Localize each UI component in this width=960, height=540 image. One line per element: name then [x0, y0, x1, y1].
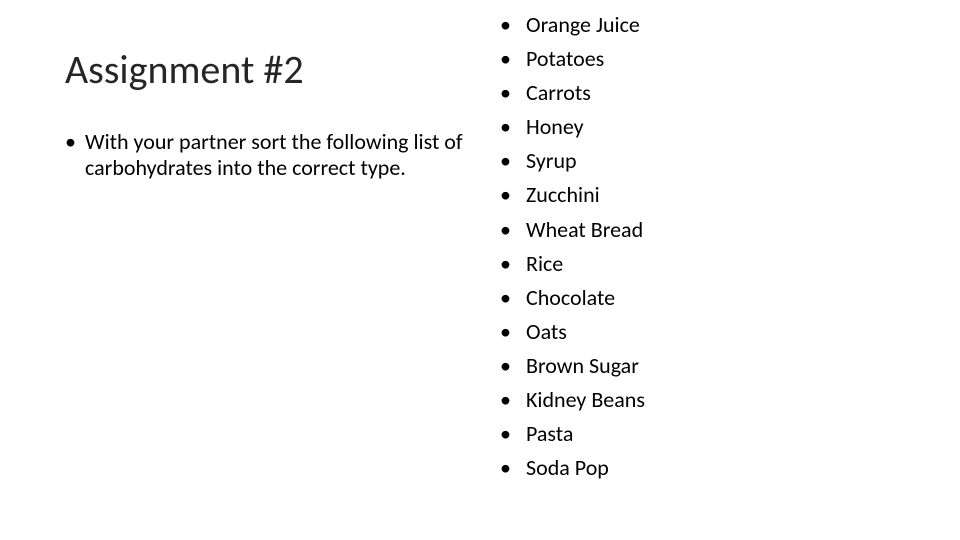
slide-title: Assignment #2 — [65, 45, 485, 94]
list-item: Pasta — [500, 417, 800, 451]
list-item: Orange Juice — [500, 8, 800, 42]
slide: Assignment #2 With your partner sort the… — [0, 0, 960, 540]
carb-list: Orange Juice Potatoes Carrots Honey Syru… — [500, 8, 800, 485]
instruction-list: With your partner sort the following lis… — [65, 129, 485, 182]
list-item: Kidney Beans — [500, 383, 800, 417]
list-item: Syrup — [500, 144, 800, 178]
list-item: Wheat Bread — [500, 213, 800, 247]
list-item: Soda Pop — [500, 451, 800, 485]
list-item: Rice — [500, 247, 800, 281]
list-item: Potatoes — [500, 42, 800, 76]
list-item: Zucchini — [500, 178, 800, 212]
list-item: Brown Sugar — [500, 349, 800, 383]
right-column: Orange Juice Potatoes Carrots Honey Syru… — [500, 8, 800, 485]
instruction-item: With your partner sort the following lis… — [65, 129, 485, 182]
list-item: Oats — [500, 315, 800, 349]
left-column: Assignment #2 With your partner sort the… — [65, 20, 485, 182]
list-item: Carrots — [500, 76, 800, 110]
list-item: Honey — [500, 110, 800, 144]
list-item: Chocolate — [500, 281, 800, 315]
